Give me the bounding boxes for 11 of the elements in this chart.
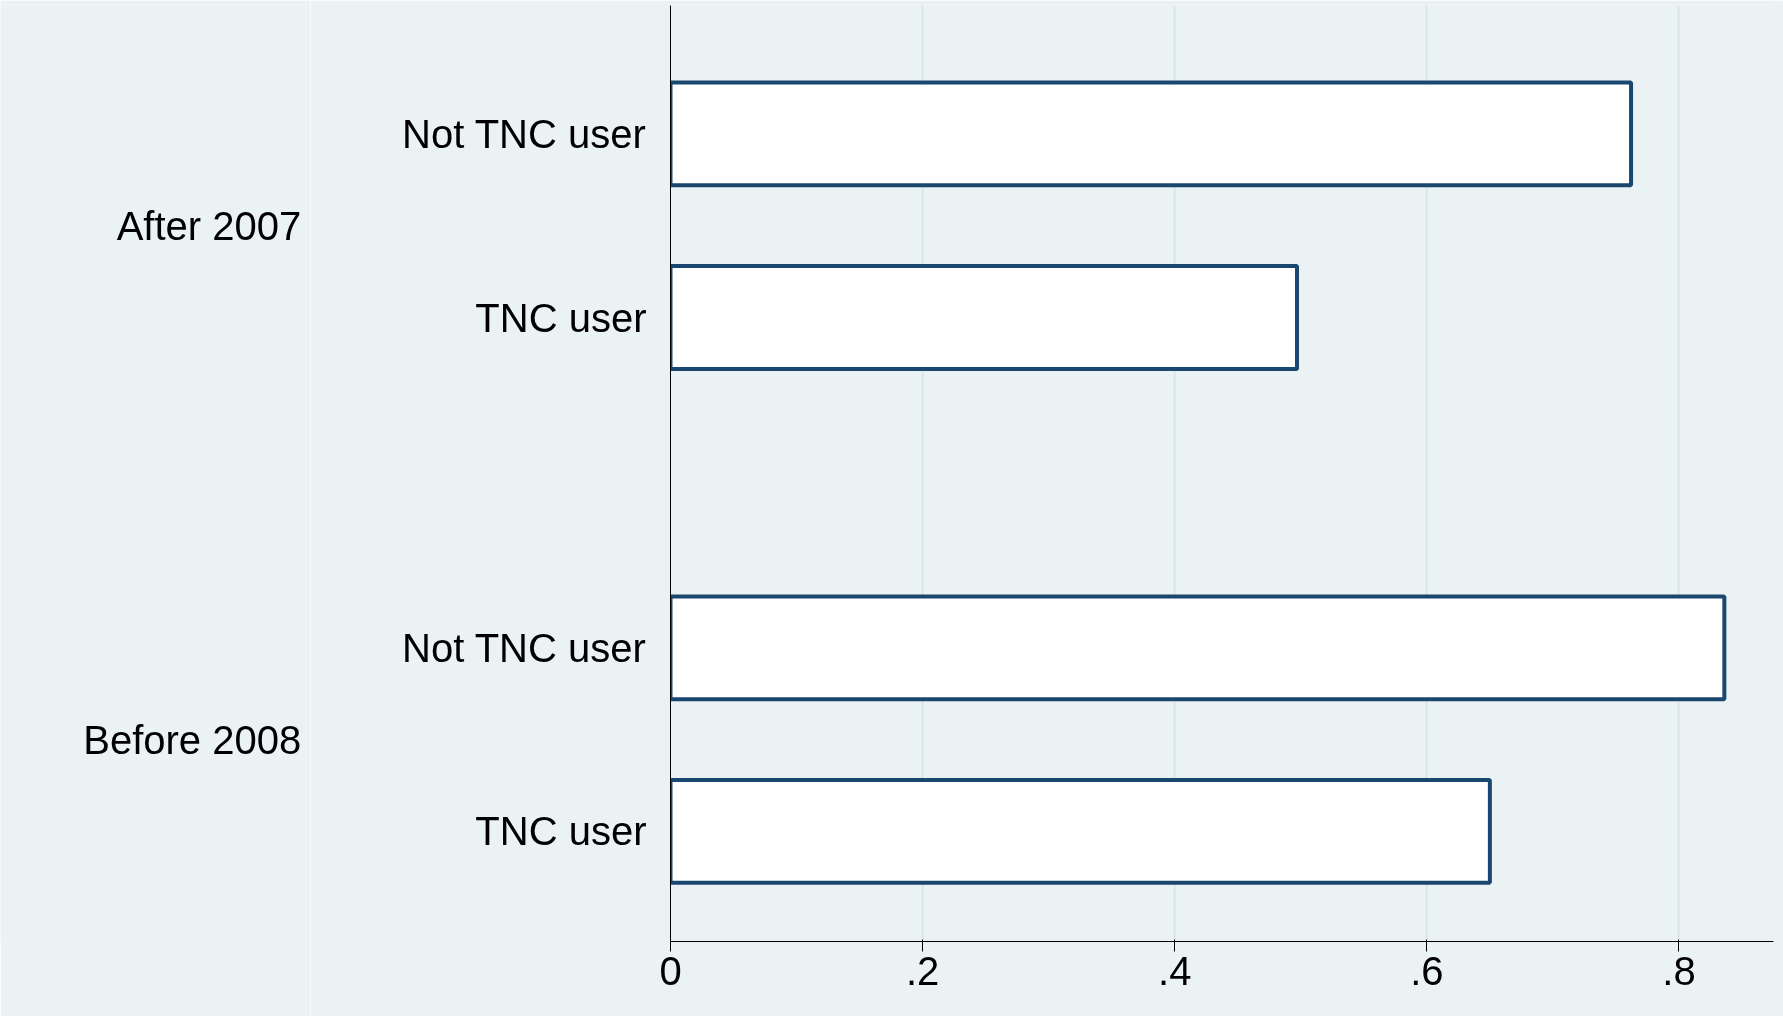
x-tick-label: .8 — [1662, 948, 1696, 993]
y-tick-label: Not TNC user — [402, 625, 646, 670]
y-tick-label: TNC user — [475, 295, 647, 340]
x-tick-label: 0 — [659, 948, 682, 993]
x-tick-label: .6 — [1410, 948, 1444, 993]
y-tick-label: Not TNC user — [402, 111, 646, 156]
x-tick-label: .2 — [905, 948, 940, 993]
x-tick-label: .4 — [1158, 948, 1192, 993]
text: After 2007 — [116, 203, 302, 248]
text: Before 2008 — [83, 717, 302, 762]
y-tick-label: TNC user — [475, 809, 647, 854]
